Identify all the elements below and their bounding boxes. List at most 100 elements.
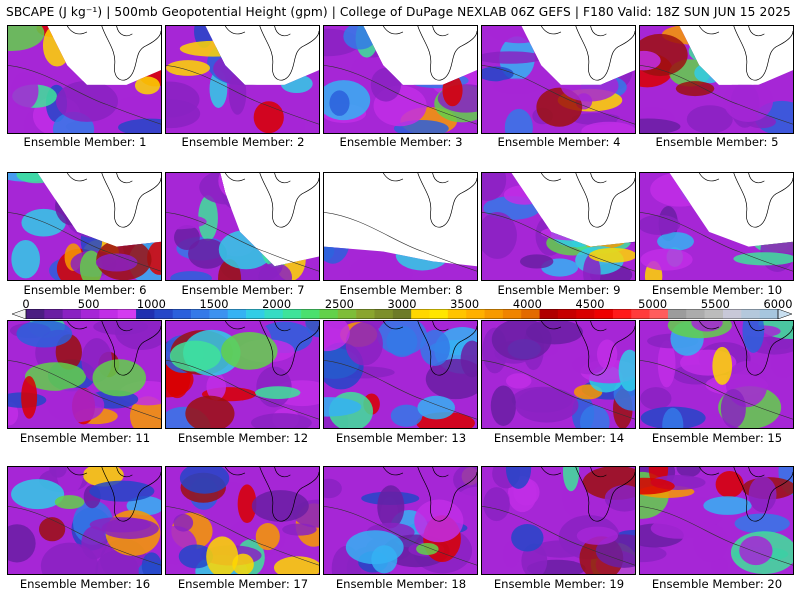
ensemble-member-map [481,25,636,134]
colorbar-min-arrow [12,309,27,319]
coastline [540,173,635,228]
colorbar-swatch [631,309,650,319]
colorbar-swatch [741,309,760,319]
colorbar-tick: 6000 [763,297,793,311]
chart-title: SBCAPE (J kg⁻¹) | 500mb Geopotential Hei… [6,5,791,19]
sbcape-field [640,467,793,574]
ensemble-member-map [323,466,478,575]
colorbar-swatch [282,309,302,319]
sbcape-field [640,173,793,280]
colorbar-swatch [594,309,614,319]
colorbar-tick: 4500 [575,297,605,311]
ensemble-member-map [639,466,794,575]
colorbar-swatch [484,309,504,319]
height-contour [166,211,319,272]
coastline [382,321,477,376]
colorbar-swatch [264,309,284,319]
height-contour [482,505,635,566]
member-label: Ensemble Member: 15 [651,431,783,445]
sbcape-field [166,26,319,133]
ensemble-member-map [7,466,162,575]
colorbar-swatch [81,309,100,319]
height-contour [8,211,161,272]
colorbar-swatch [227,309,247,319]
coastline [698,467,793,522]
member-label: Ensemble Member: 18 [335,577,467,591]
ensemble-member-map [481,172,636,281]
coastline [540,321,635,376]
height-contour [166,64,319,125]
coastline [540,467,635,522]
height-contour [324,359,477,420]
ensemble-member-map [7,25,162,134]
coastline [66,467,161,522]
coastline [66,321,161,376]
height-contour [482,211,635,272]
ensemble-member-map [323,172,478,281]
sbcape-field [482,173,635,280]
colorbar-swatch [447,309,467,319]
sbcape-field [324,321,477,428]
sbcape-field [8,321,161,428]
colorbar-swatch [612,309,632,319]
member-label: Ensemble Member: 8 [339,283,463,297]
height-contour [640,359,793,420]
colorbar-swatch [62,309,82,319]
height-contour [166,505,319,566]
colorbar: 0 500 1000 1500 2000 2500 3000 3500 4000 4500 5000… [12,297,793,321]
colorbar-swatch [44,309,63,319]
ensemble-member-map [165,172,320,281]
height-contour [166,359,319,420]
height-contour [8,359,161,420]
colorbar-tick: 500 [77,297,100,311]
height-contour [640,505,793,566]
colorbar-tick: 3000 [387,297,417,311]
member-label: Ensemble Member: 11 [19,431,151,445]
member-label: Ensemble Member: 13 [335,431,467,445]
colorbar-max-arrow [777,309,792,319]
colorbar-swatch [759,309,779,319]
sbcape-field [8,26,161,133]
colorbar-swatch [209,309,229,319]
colorbar-tick: 2000 [262,297,292,311]
height-contour [324,211,477,272]
ensemble-member-map [639,25,794,134]
colorbar-swatch [411,309,430,319]
coastline [382,467,477,522]
coastline [698,321,793,376]
coastline [382,26,477,81]
height-contour [8,64,161,125]
member-label: Ensemble Member: 10 [651,283,783,297]
colorbar-swatch [429,309,449,319]
sbcape-field [640,321,793,428]
sbcape-field [482,321,635,428]
member-label: Ensemble Member: 5 [655,135,779,149]
member-label: Ensemble Member: 17 [177,577,309,591]
sbcape-field [482,467,635,574]
ensemble-member-map [7,320,162,429]
colorbar-swatch [686,309,705,319]
member-label: Ensemble Member: 1 [23,135,147,149]
coastline [224,173,319,228]
coastline [382,173,477,228]
sbcape-field [166,467,319,574]
sbcape-field [324,246,477,280]
height-contour [324,64,477,125]
coastline [224,321,319,376]
colorbar-swatch [649,309,669,319]
ensemble-member-map [323,25,478,134]
coastline [540,26,635,81]
ensemble-member-map [323,320,478,429]
member-label: Ensemble Member: 4 [497,135,621,149]
colorbar-swatch [466,309,485,319]
sbcape-field [166,173,319,280]
member-label: Ensemble Member: 9 [497,283,621,297]
ensemble-member-map [165,25,320,134]
member-label: Ensemble Member: 3 [339,135,463,149]
ensemble-member-map [639,172,794,281]
height-contour [482,359,635,420]
colorbar-swatch [576,309,595,319]
colorbar-swatch [246,309,265,319]
colorbar-tick-labels: 0 500 1000 1500 2000 2500 3000 3500 4000 4500 5000… [12,297,793,311]
coastline [224,467,319,522]
